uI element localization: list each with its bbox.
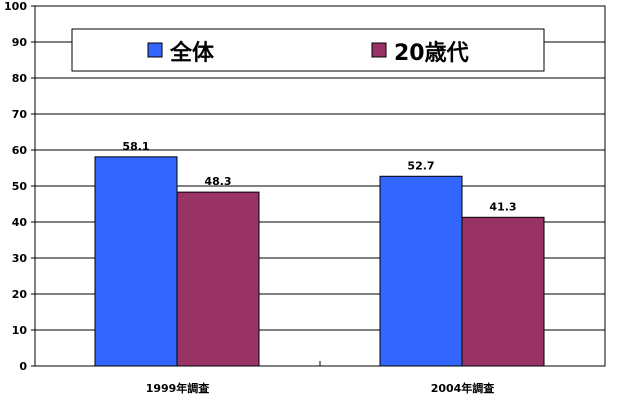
legend-swatch-series-2 (372, 43, 386, 57)
y-tick-label: 60 (12, 144, 28, 157)
legend-label-series-1: 全体 (169, 40, 215, 66)
y-tick-label: 50 (12, 180, 28, 193)
y-tick-label: 0 (19, 360, 27, 373)
bar-2-1 (177, 192, 259, 366)
x-tick-label: 1999年調査 (146, 381, 210, 395)
y-axis: 0 10 20 30 40 50 60 70 80 90 100 (4, 0, 35, 373)
bar-1-1 (95, 157, 177, 366)
data-label: 52.7 (407, 159, 434, 172)
y-tick-label: 70 (12, 108, 28, 121)
bar-1-2 (380, 176, 462, 366)
data-label: 41.3 (489, 200, 516, 213)
legend: 全体 20歳代 (72, 29, 544, 71)
y-tick-label: 90 (12, 36, 28, 49)
y-tick-label: 100 (4, 0, 27, 13)
legend-box (72, 29, 544, 71)
y-tick-label: 10 (12, 324, 28, 337)
y-tick-label: 40 (12, 216, 28, 229)
data-label: 58.1 (122, 140, 149, 153)
y-tick-label: 20 (12, 288, 28, 301)
legend-swatch-series-1 (148, 43, 162, 57)
legend-label-series-2: 20歳代 (394, 41, 469, 66)
y-tick-label: 30 (12, 252, 28, 265)
y-tick-label: 80 (12, 72, 28, 85)
data-label: 48.3 (204, 175, 231, 188)
bar-2-2 (462, 217, 544, 366)
x-tick-label: 2004年調査 (431, 381, 495, 395)
